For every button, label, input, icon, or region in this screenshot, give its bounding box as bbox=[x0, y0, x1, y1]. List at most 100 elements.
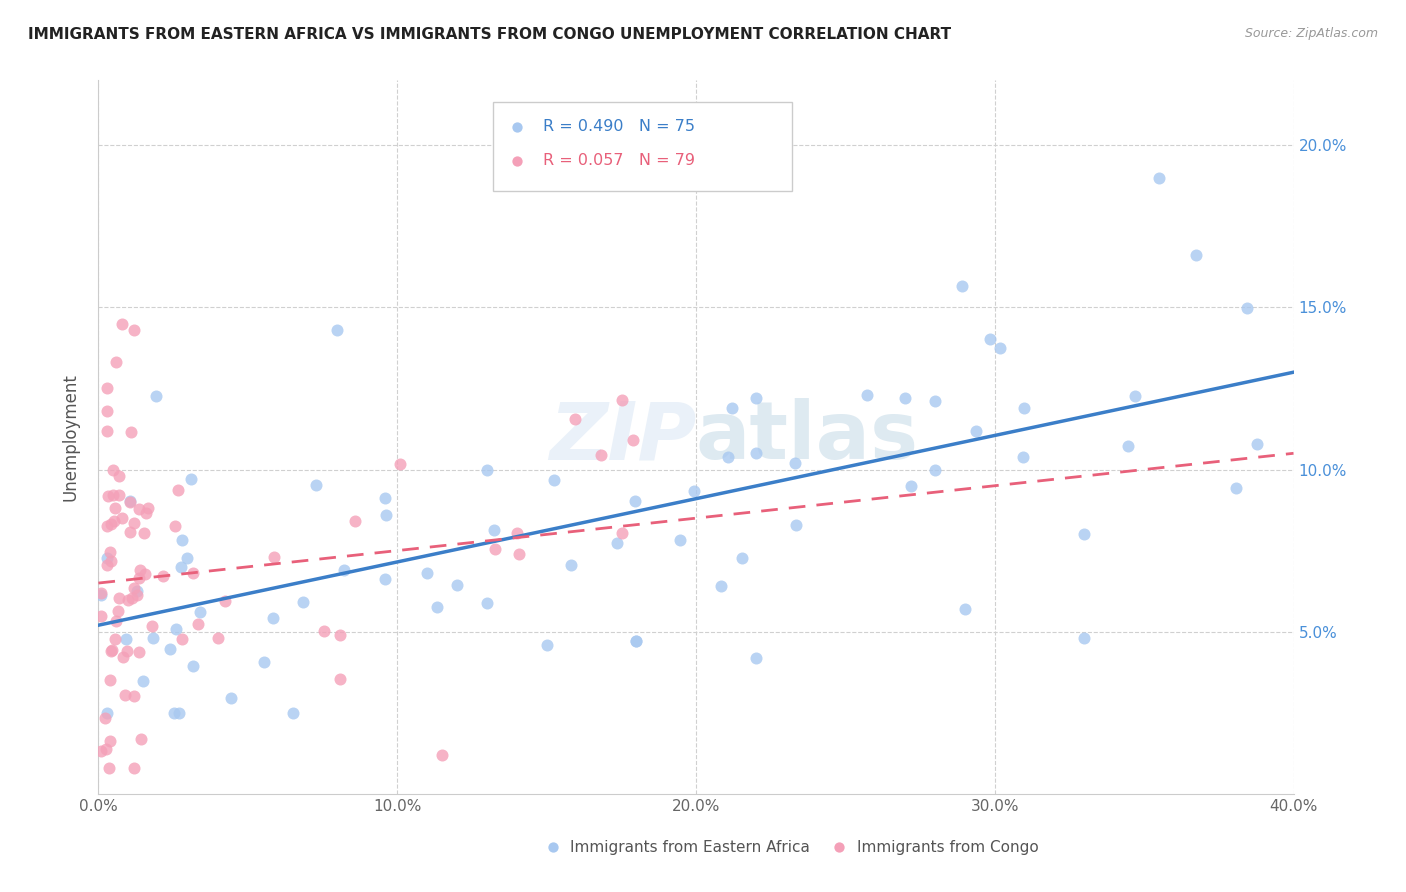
Point bbox=[96, 424, 118, 438]
Text: IMMIGRANTS FROM EASTERN AFRICA VS IMMIGRANTS FROM CONGO UNEMPLOYMENT CORRELATION: IMMIGRANTS FROM EASTERN AFRICA VS IMMIGR… bbox=[28, 27, 952, 42]
Point bbox=[745, 650, 768, 665]
Point bbox=[107, 591, 129, 605]
Point bbox=[281, 706, 304, 720]
Point bbox=[108, 469, 131, 483]
Point bbox=[894, 391, 917, 405]
Point bbox=[98, 545, 121, 559]
Point bbox=[1073, 527, 1095, 541]
Point bbox=[374, 491, 396, 505]
Point bbox=[90, 609, 112, 624]
Point bbox=[328, 628, 350, 642]
Point bbox=[104, 632, 127, 646]
Point bbox=[188, 605, 211, 619]
Point bbox=[924, 462, 946, 476]
Point bbox=[988, 341, 1011, 355]
Point bbox=[90, 588, 112, 602]
Point bbox=[114, 688, 136, 702]
Point bbox=[103, 488, 125, 502]
Point bbox=[484, 542, 506, 557]
Point bbox=[560, 558, 582, 573]
Point bbox=[94, 741, 117, 756]
Point bbox=[141, 619, 163, 633]
Point bbox=[96, 706, 118, 720]
Point bbox=[1184, 248, 1206, 262]
Point bbox=[979, 332, 1001, 346]
Point bbox=[731, 550, 754, 565]
Point bbox=[142, 631, 165, 645]
Point bbox=[134, 566, 156, 581]
Point bbox=[924, 394, 946, 409]
Point bbox=[124, 689, 146, 703]
FancyBboxPatch shape bbox=[494, 102, 792, 191]
Point bbox=[100, 553, 122, 567]
Point bbox=[129, 563, 152, 577]
Point bbox=[543, 473, 565, 487]
Point bbox=[108, 488, 131, 502]
Point bbox=[187, 617, 209, 632]
Point bbox=[626, 634, 648, 648]
Point bbox=[135, 506, 157, 520]
Point bbox=[117, 593, 139, 607]
Point bbox=[159, 641, 181, 656]
Point bbox=[127, 588, 149, 602]
Point bbox=[114, 632, 136, 646]
Point bbox=[745, 446, 768, 460]
Point bbox=[103, 462, 125, 476]
Point bbox=[94, 711, 117, 725]
Point bbox=[344, 514, 367, 528]
Point bbox=[98, 734, 121, 748]
Point bbox=[589, 448, 612, 462]
Point bbox=[118, 525, 141, 540]
Point bbox=[329, 672, 352, 686]
Point bbox=[536, 638, 558, 652]
Point bbox=[104, 501, 127, 516]
Point bbox=[425, 599, 447, 614]
Point bbox=[388, 457, 411, 471]
Point bbox=[626, 634, 648, 648]
Point bbox=[1246, 437, 1268, 451]
Point bbox=[965, 424, 987, 438]
Point bbox=[163, 706, 186, 720]
Point bbox=[953, 602, 976, 616]
Text: atlas: atlas bbox=[696, 398, 920, 476]
Point bbox=[100, 644, 122, 658]
Y-axis label: Unemployment: Unemployment bbox=[62, 373, 80, 501]
Point bbox=[950, 279, 973, 293]
Point bbox=[1073, 631, 1095, 645]
Point bbox=[124, 581, 146, 595]
Point bbox=[416, 566, 439, 581]
Point bbox=[105, 614, 128, 628]
Point bbox=[170, 533, 193, 548]
Point bbox=[745, 391, 768, 405]
Point bbox=[105, 355, 128, 369]
Point bbox=[668, 533, 690, 547]
Point bbox=[90, 744, 112, 758]
Point bbox=[610, 392, 633, 407]
Point bbox=[1012, 401, 1035, 416]
Text: R = 0.490   N = 75: R = 0.490 N = 75 bbox=[543, 120, 695, 134]
Point bbox=[326, 323, 349, 337]
Point bbox=[253, 655, 276, 669]
Point bbox=[122, 761, 145, 775]
Point bbox=[132, 674, 155, 689]
Point bbox=[138, 501, 160, 516]
Point bbox=[621, 433, 644, 447]
Point bbox=[505, 526, 527, 541]
Point bbox=[120, 495, 142, 509]
Point bbox=[856, 388, 879, 402]
Point bbox=[145, 389, 167, 403]
Point bbox=[1116, 439, 1139, 453]
Point bbox=[475, 462, 498, 476]
Point bbox=[180, 472, 202, 486]
Point bbox=[128, 571, 150, 585]
Point bbox=[263, 549, 285, 564]
Point bbox=[96, 558, 118, 573]
Point bbox=[129, 731, 152, 746]
Point bbox=[118, 494, 141, 508]
Point bbox=[783, 456, 806, 470]
Point bbox=[166, 483, 188, 497]
Point bbox=[165, 623, 187, 637]
Point bbox=[96, 519, 118, 533]
Point bbox=[128, 645, 150, 659]
Point bbox=[1225, 481, 1247, 495]
